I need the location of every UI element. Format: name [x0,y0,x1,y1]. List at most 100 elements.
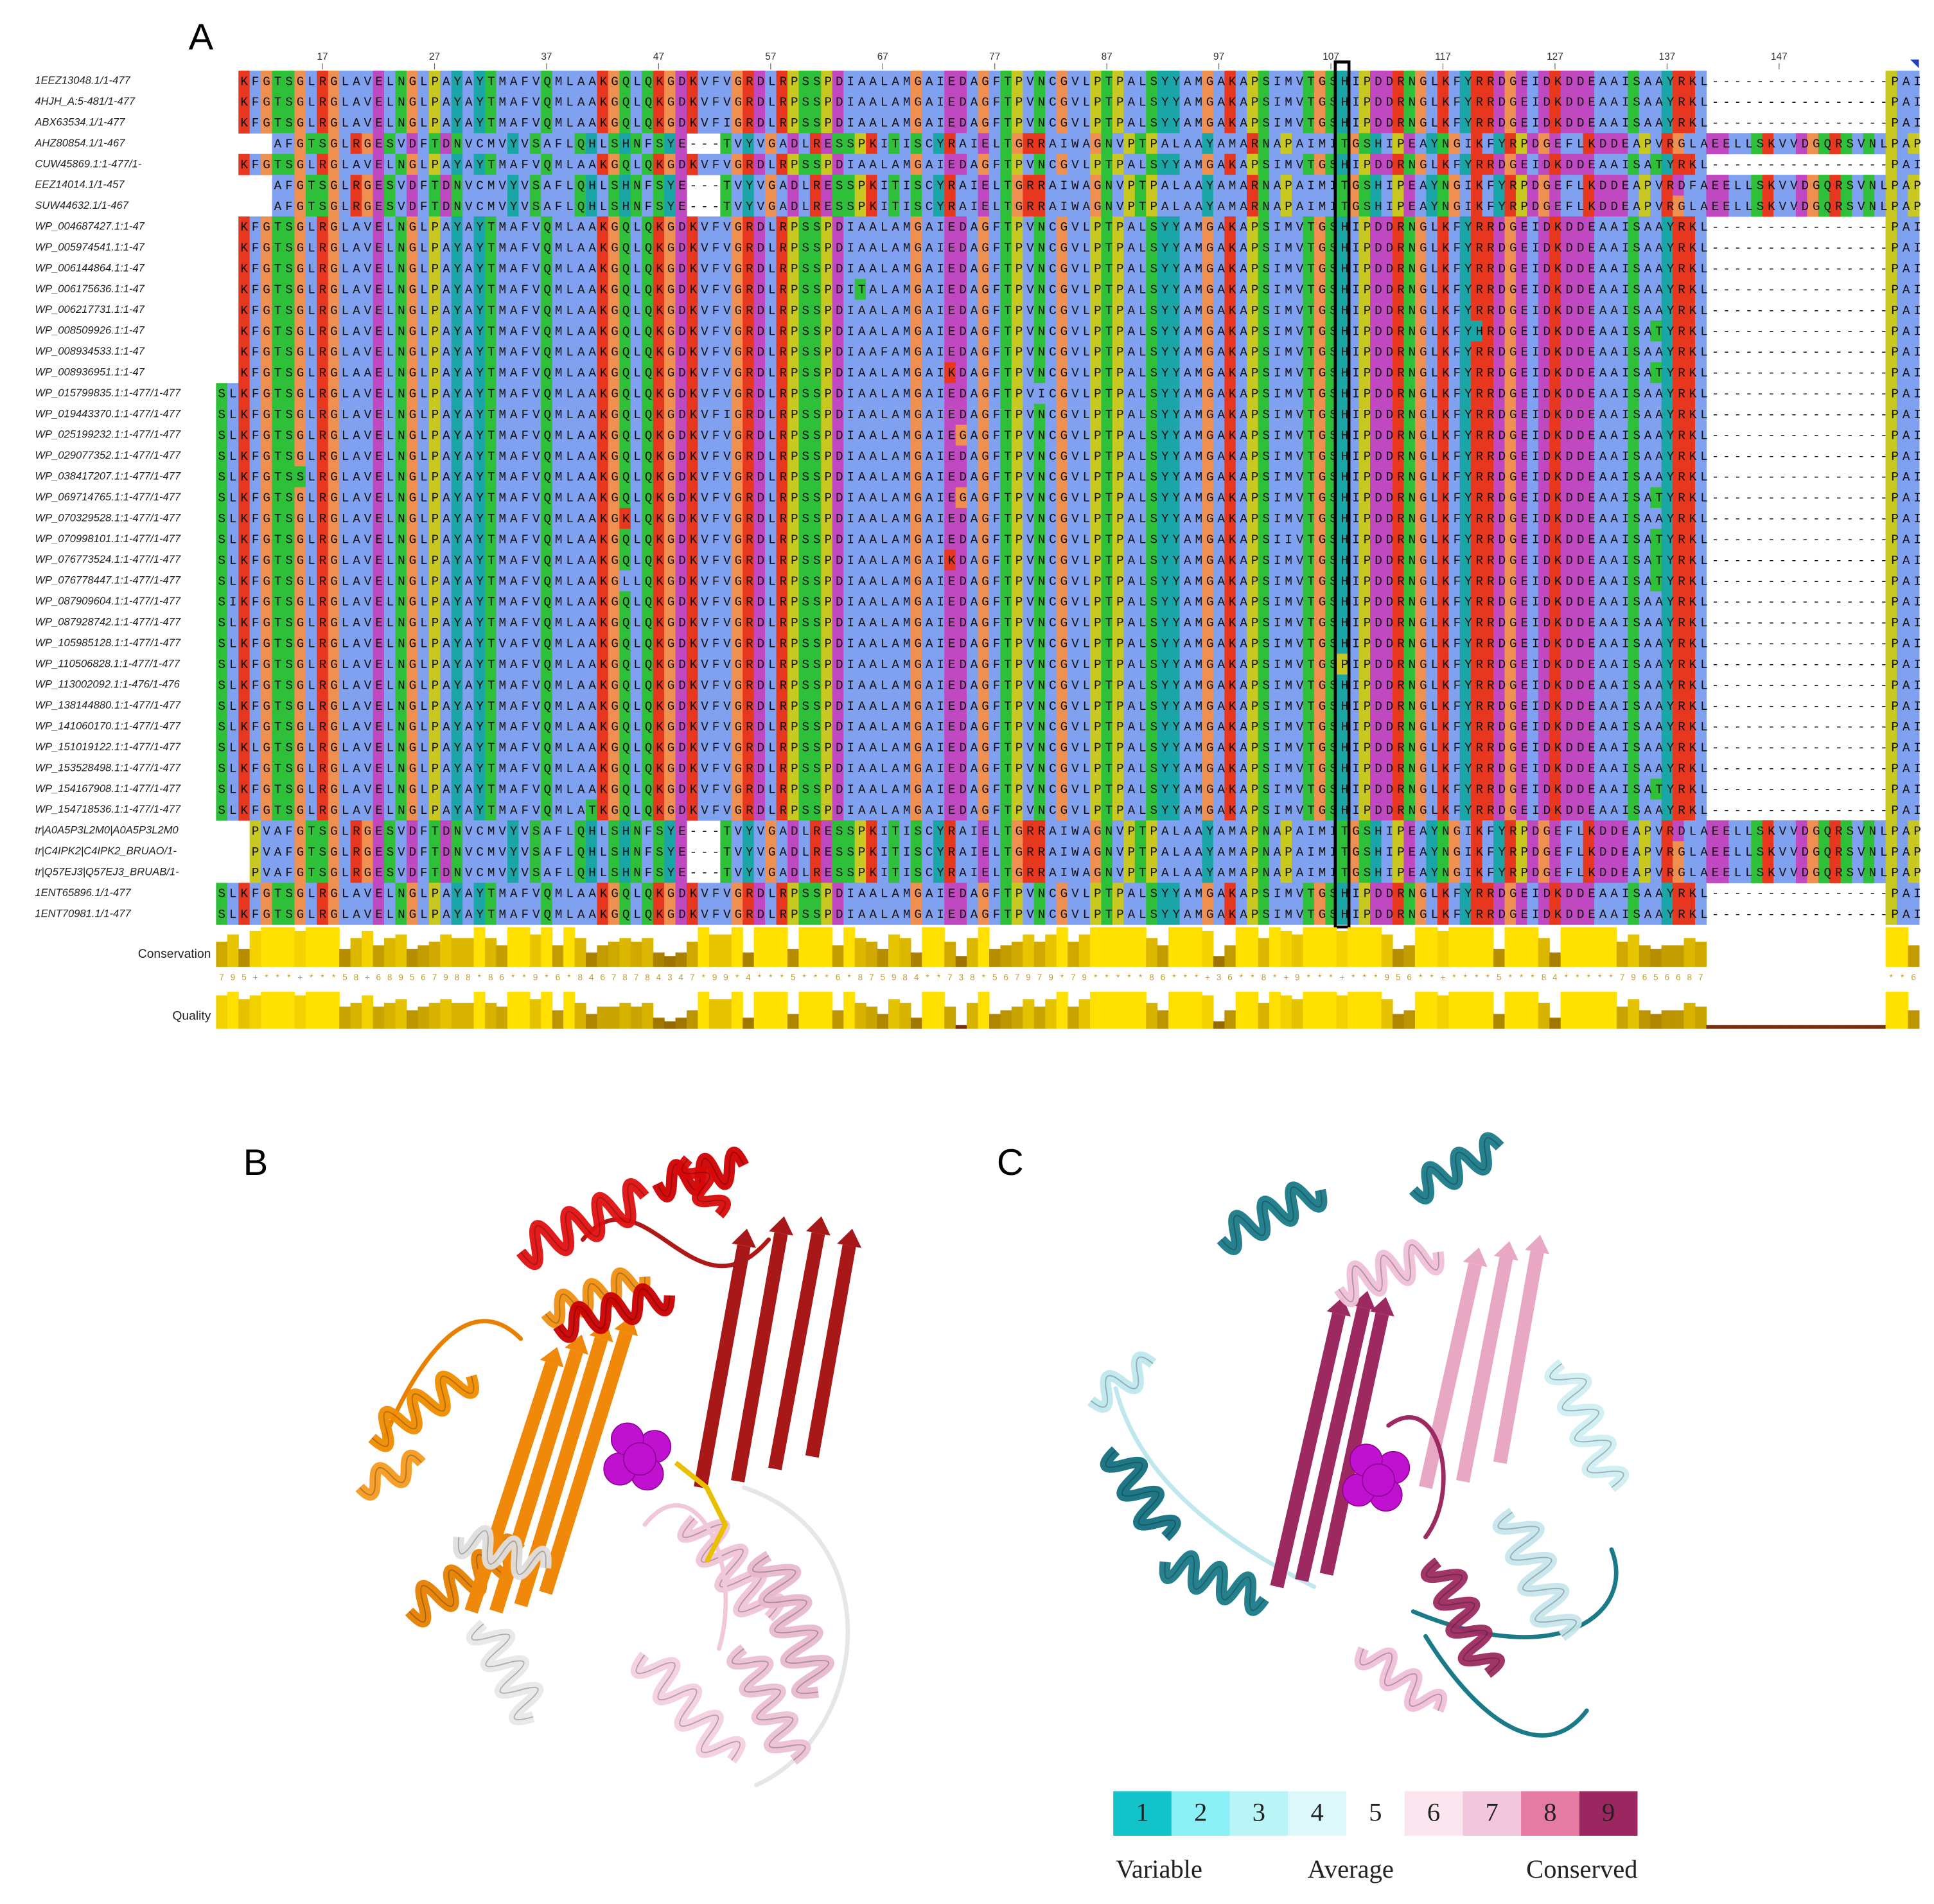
residue-cell [765,70,777,92]
residue-cell [462,195,475,217]
residue-cell [283,195,295,217]
residue-cell [1370,91,1382,113]
residue-cell [1628,175,1640,197]
residue-cell [440,133,452,155]
residue-cell [574,91,586,113]
residue-cell [1134,133,1147,155]
residue-cell [328,133,340,155]
residue-cell [1235,112,1247,134]
residue-cell [1348,133,1360,155]
residue-cell [1157,133,1169,155]
residue-cell [339,175,351,197]
residue-cell [1661,91,1673,113]
residue-cell [1224,112,1236,134]
residue-cell [1538,154,1550,175]
residue-cell [1414,175,1427,197]
residue-cell [317,112,329,134]
residue-cell [1090,91,1102,113]
residue-cell [1661,112,1673,134]
residue-cell [350,195,362,217]
residue-cell [899,154,911,175]
residue-cell [776,133,788,155]
residue-cell [586,70,598,92]
residue-cell [731,70,743,92]
residue-cell [675,112,687,134]
residue-cell [1471,175,1483,197]
residue-cell [1146,154,1158,175]
residue-cell [1751,175,1763,197]
residue-cell [1023,175,1035,197]
sequence: AFGTSGLRGESVDFTDNVCMVYVSAFLQHLSHNFSYE---… [274,137,1921,152]
residue-cell [586,175,598,197]
residue-cell [776,91,788,113]
residue-cell [765,133,777,155]
residue-cell [339,133,351,155]
residue-cell [821,70,833,92]
residue-cell [1437,112,1449,134]
residue-cell [1314,91,1326,113]
residue-cell [675,175,687,197]
residue-cell [496,195,508,217]
residue-cell [664,195,676,217]
residue-cell [866,154,878,175]
residue-cell [821,133,833,155]
residue-cell [272,133,284,155]
residue-cell [384,175,396,197]
residue-cell [373,70,385,92]
residue-cell [1134,112,1147,134]
residue-cell [1852,133,1864,155]
sequence-name: WP_141060170.1:1-477/1-477 [35,720,181,732]
residue-cell [563,133,576,155]
residue-cell [1370,70,1382,92]
residue-cell [395,195,407,217]
residue-cell [1068,91,1080,113]
residue-cell [283,133,295,155]
residue-cell [675,195,687,217]
residue-cell [507,133,519,155]
residue-cell [428,133,441,155]
residue-cell [1090,133,1102,155]
residue-cell [720,112,732,134]
residue-cell [1134,70,1147,92]
residue-cell [1011,175,1023,197]
residue-cell [574,133,586,155]
residue-cell [809,175,822,197]
residue-cell [1000,154,1012,175]
residue-cell [843,91,856,113]
residue-cell [1572,112,1584,134]
residue-cell [787,133,800,155]
residue-cell [1896,133,1909,155]
residue-cell [1358,91,1371,113]
residue-cell [317,154,329,175]
residue-cell [1179,91,1191,113]
residue-cell [1393,133,1405,155]
residue-cell [1101,91,1113,113]
residue-cell [1739,175,1752,197]
residue-cell [1056,175,1068,197]
residue-cell [541,91,553,113]
residue-cell [1179,112,1191,134]
residue-cell [473,175,486,197]
residue-cell [899,70,911,92]
residue-cell [1336,91,1348,113]
residue-cell [294,112,306,134]
residue-cell [1146,175,1158,197]
residue-cell [283,175,295,197]
residue-cell [1202,154,1214,175]
sequence-name: AHZ80854.1/1-467 [34,137,125,149]
residue-cell [1504,70,1516,92]
residue-cell [854,154,866,175]
residue-cell [1370,133,1382,155]
residue-cell [1056,91,1068,113]
residue-cell [339,112,351,134]
sequence-name: WP_076778447.1:1-477/1-477 [35,574,181,586]
residue-cell [1493,175,1506,197]
residue-cell [765,112,777,134]
residue-cell [451,175,463,197]
residue-cell [1370,154,1382,175]
residue-cell [518,175,531,197]
residue-cell [1112,112,1124,134]
residue-cell [529,133,541,155]
residue-cell [272,91,284,113]
residue-cell [373,133,385,155]
